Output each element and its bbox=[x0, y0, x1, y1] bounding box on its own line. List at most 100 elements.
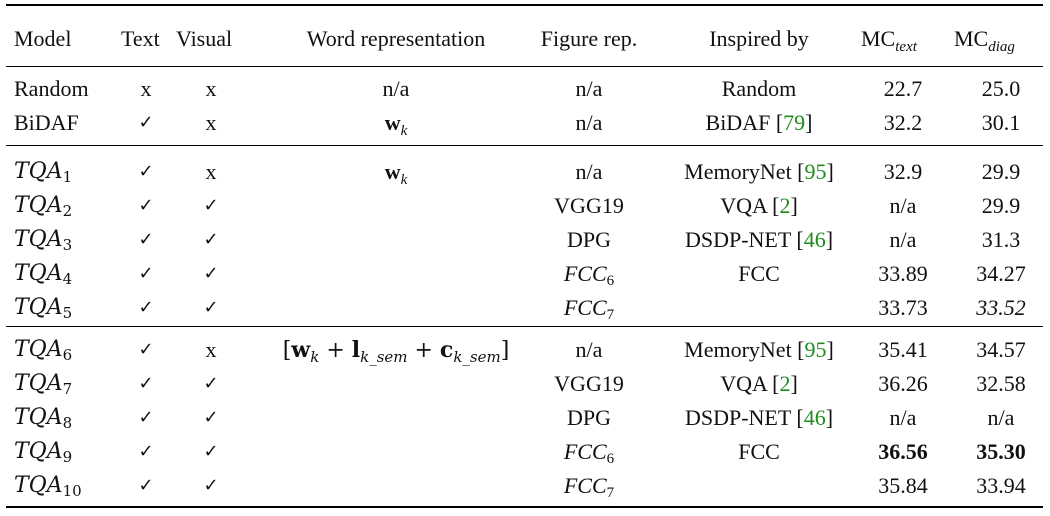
table-row: TQA7 ✓ ✓ VGG19 VQA [2] 36.26 32.58 bbox=[0, 367, 1050, 401]
model-name: TQA bbox=[14, 439, 63, 464]
table-row: TQA5 ✓ ✓ FCC7 33.73 33.52 bbox=[0, 291, 1050, 325]
cell-word-rep: wk bbox=[385, 155, 408, 197]
model-name: TQA bbox=[14, 473, 63, 498]
word-vector: w bbox=[384, 110, 401, 135]
model-index: 7 bbox=[62, 380, 73, 398]
cell-mc-text: 32.9 bbox=[883, 159, 923, 184]
group1-rule bbox=[6, 145, 1043, 146]
plus-sign: + bbox=[407, 338, 440, 363]
cell-mc-diag: 33.52 bbox=[976, 295, 1026, 320]
word-vector-sub: k bbox=[400, 172, 408, 188]
cell-mc-diag: 34.57 bbox=[976, 337, 1026, 362]
cell-visual: ✓ bbox=[203, 441, 219, 462]
cell-figure-rep: VGG19 bbox=[554, 371, 624, 396]
header-figure-rep: Figure rep. bbox=[540, 26, 638, 51]
cell-text: ✓ bbox=[138, 229, 154, 250]
cell-mc-diag: 25.0 bbox=[981, 76, 1021, 101]
model-name: TQA bbox=[14, 337, 63, 362]
citation-link[interactable]: 79 bbox=[783, 110, 806, 135]
cell-mc-text: 22.7 bbox=[883, 76, 923, 101]
model-name: TQA bbox=[14, 405, 63, 430]
figure-rep-name: FCC bbox=[563, 261, 607, 286]
cell-visual: x bbox=[205, 159, 217, 184]
model-index: 9 bbox=[62, 448, 73, 466]
citation-link[interactable]: 46 bbox=[803, 405, 826, 430]
figure-rep-name: FCC bbox=[563, 473, 607, 498]
figure-rep-name: FCC bbox=[563, 295, 607, 320]
word-vector-sub: k bbox=[310, 348, 320, 366]
cell-mc-diag: 31.3 bbox=[981, 227, 1021, 252]
model-index: 6 bbox=[62, 346, 73, 364]
header-mc-diag: MCdiag bbox=[954, 22, 1015, 64]
cell-text: ✓ bbox=[138, 339, 154, 360]
char-vector-sub: k_sem bbox=[453, 348, 501, 366]
model-name: TQA bbox=[14, 159, 63, 184]
bracket-open: [ bbox=[282, 338, 292, 363]
header-mc-diag-main: MC bbox=[954, 26, 989, 51]
cell-mc-text: 33.89 bbox=[878, 261, 928, 286]
cell-text: ✓ bbox=[138, 475, 154, 496]
header-visual: Visual bbox=[176, 26, 233, 51]
cell-figure-rep: n/a bbox=[575, 110, 603, 135]
word-vector: w bbox=[291, 337, 311, 363]
inspired-by-name: VQA [ bbox=[720, 371, 780, 396]
cell-model: BiDAF bbox=[14, 110, 79, 135]
citation-link[interactable]: 2 bbox=[779, 193, 791, 218]
cell-text: ✓ bbox=[138, 263, 154, 284]
figure-rep-sub: 6 bbox=[606, 451, 615, 467]
bracket-close: ] bbox=[500, 338, 510, 363]
cell-figure-rep: DPG bbox=[566, 227, 612, 252]
model-index: 3 bbox=[62, 236, 73, 254]
citation-link[interactable]: 95 bbox=[804, 159, 827, 184]
char-vector: c bbox=[439, 337, 454, 363]
table-row: Random x x n/a n/a Random 22.7 25.0 bbox=[0, 72, 1050, 106]
cell-model: TQA9 bbox=[14, 435, 72, 474]
model-index: 1 bbox=[62, 168, 73, 186]
header-row: Model Text Visual Word representation Fi… bbox=[0, 22, 1050, 56]
table-row: TQA9 ✓ ✓ FCC6 FCC 36.56 35.30 bbox=[0, 435, 1050, 469]
cell-text: ✓ bbox=[138, 407, 154, 428]
citation-link[interactable]: 2 bbox=[779, 371, 791, 396]
cell-visual: x bbox=[205, 76, 217, 101]
lemma-vector-sub: k_sem bbox=[360, 348, 408, 366]
table-row: TQA6 ✓ x [wk + lk_sem + ck_sem] n/a MemoryNet… bbox=[0, 333, 1050, 367]
cell-model: TQA8 bbox=[14, 401, 72, 440]
cell-model: TQA3 bbox=[14, 223, 72, 262]
cell-inspired-by: FCC bbox=[738, 261, 780, 286]
citation-link[interactable]: 95 bbox=[804, 337, 827, 362]
model-index: 2 bbox=[62, 202, 73, 220]
cell-inspired-by: DSDP-NET [46] bbox=[685, 223, 833, 257]
cell-visual: ✓ bbox=[203, 475, 219, 496]
cell-figure-rep: FCC6 bbox=[564, 435, 614, 476]
cell-visual: x bbox=[205, 337, 217, 362]
header-word-rep: Word representation bbox=[306, 26, 486, 51]
cell-figure-rep: n/a bbox=[575, 337, 603, 362]
cell-inspired-by: MemoryNet [95] bbox=[684, 333, 834, 367]
header-inspired-by: Inspired by bbox=[709, 26, 809, 51]
model-index: 4 bbox=[62, 270, 73, 288]
cell-mc-text: 36.26 bbox=[878, 371, 928, 396]
model-name: TQA bbox=[14, 193, 63, 218]
table-row: TQA8 ✓ ✓ DPG DSDP-NET [46] n/a n/a bbox=[0, 401, 1050, 435]
table-row: TQA3 ✓ ✓ DPG DSDP-NET [46] n/a 31.3 bbox=[0, 223, 1050, 257]
cell-inspired-by: Random bbox=[721, 76, 797, 101]
table-row: TQA4 ✓ ✓ FCC6 FCC 33.89 34.27 bbox=[0, 257, 1050, 291]
cell-mc-diag: 29.9 bbox=[981, 159, 1021, 184]
cell-inspired-by: VQA [2] bbox=[720, 367, 798, 401]
cell-visual: ✓ bbox=[203, 229, 219, 250]
citation-close: ] bbox=[825, 405, 834, 430]
cell-text: ✓ bbox=[138, 297, 154, 318]
cell-inspired-by: BiDAF [79] bbox=[706, 106, 813, 140]
header-mc-text-main: MC bbox=[861, 26, 896, 51]
cell-model: Random bbox=[14, 76, 89, 101]
table-row: TQA1 ✓ x wk n/a MemoryNet [95] 32.9 29.9 bbox=[0, 155, 1050, 189]
model-name: TQA bbox=[14, 371, 63, 396]
cell-inspired-by: VQA [2] bbox=[720, 189, 798, 223]
citation-link[interactable]: 46 bbox=[803, 227, 826, 252]
header-mc-diag-sub: diag bbox=[988, 39, 1015, 55]
top-rule bbox=[6, 4, 1043, 6]
cell-text: x bbox=[140, 76, 152, 101]
cell-model: TQA5 bbox=[14, 291, 72, 330]
cell-text: ✓ bbox=[138, 373, 154, 394]
cell-figure-rep: n/a bbox=[575, 159, 603, 184]
